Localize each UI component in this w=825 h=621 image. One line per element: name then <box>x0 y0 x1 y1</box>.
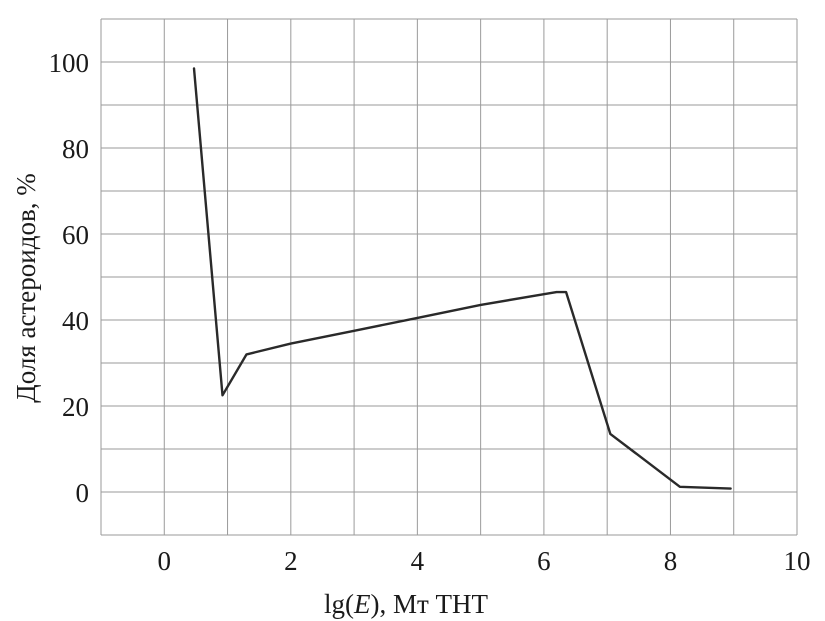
x-tick-labels: 0 2 4 6 8 10 <box>158 546 811 576</box>
y-axis-title: Доля астероидов, % <box>11 173 41 402</box>
x-tick-label: 2 <box>284 546 298 576</box>
x-tick-label: 6 <box>537 546 551 576</box>
grid <box>100 18 798 536</box>
x-axis-title-part-3: ), Мт ТНТ <box>370 589 488 619</box>
x-tick-label: 8 <box>664 546 678 576</box>
y-tick-label: 100 <box>49 48 90 78</box>
series-line <box>192 67 732 490</box>
x-tick-label: 10 <box>784 546 811 576</box>
y-tick-label: 60 <box>62 220 89 250</box>
y-tick-label: 20 <box>62 392 89 422</box>
y-tick-label: 80 <box>62 134 89 164</box>
y-tick-label: 0 <box>76 478 90 508</box>
x-axis-title-variable: E <box>353 589 371 619</box>
x-axis-title-part-1: lg( <box>324 589 354 619</box>
series-group <box>192 67 732 490</box>
x-axis-title: lg(E), Мт ТНТ <box>324 589 489 619</box>
y-tick-labels: 0 20 40 60 80 100 <box>49 48 90 508</box>
x-tick-label: 0 <box>158 546 172 576</box>
y-tick-label: 40 <box>62 306 89 336</box>
x-tick-label: 4 <box>411 546 425 576</box>
